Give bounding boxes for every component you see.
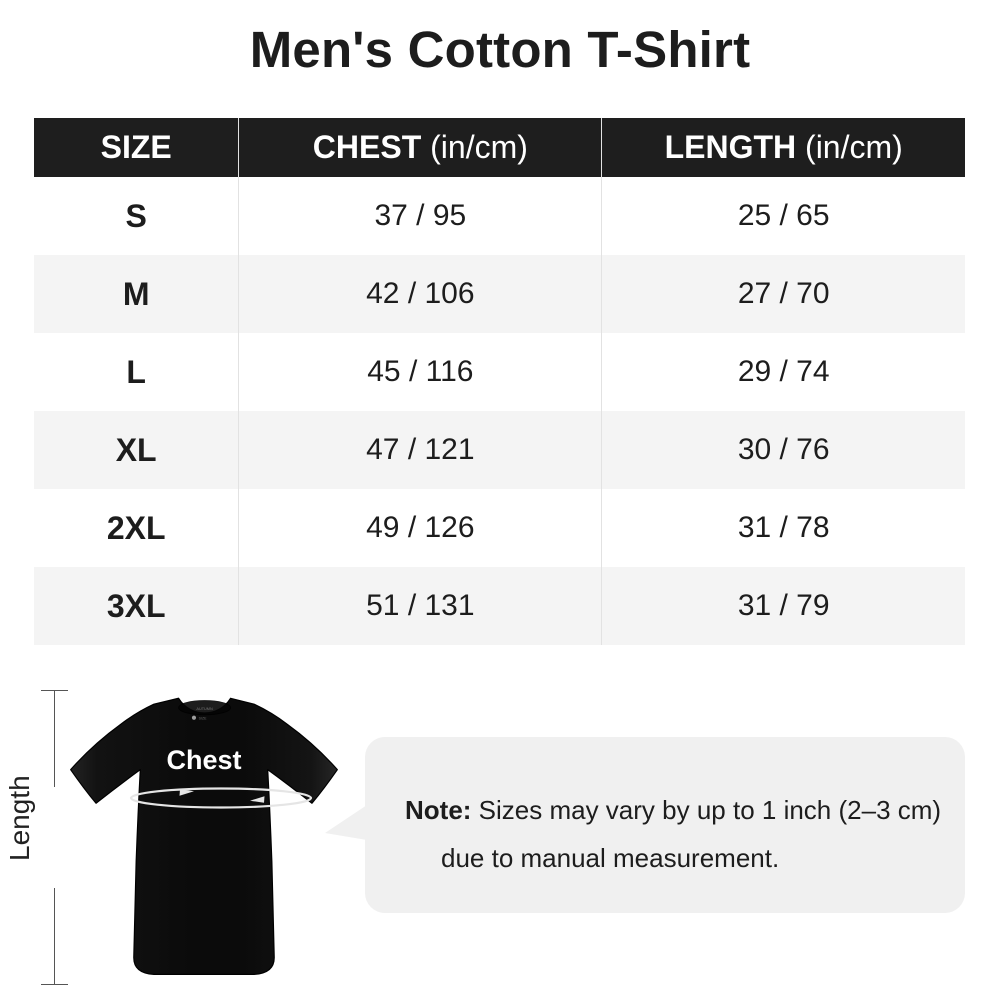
svg-text:AUTUMN: AUTUMN	[196, 707, 213, 711]
svg-text:SIZE: SIZE	[199, 717, 207, 721]
